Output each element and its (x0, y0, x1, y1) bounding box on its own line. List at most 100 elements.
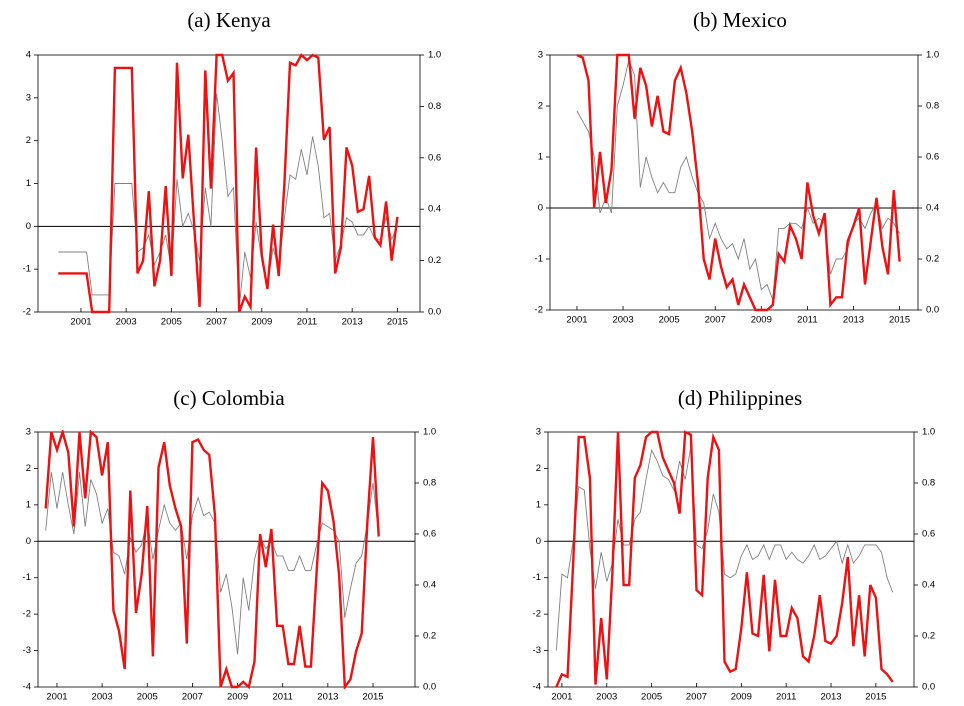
x-tick-label: 2005 (641, 692, 662, 703)
y-tick-label: 0 (538, 203, 543, 214)
y2-tick-label: 0.4 (423, 580, 436, 591)
x-tick-label: 2011 (797, 315, 817, 326)
y-tick-label: 2 (26, 135, 31, 146)
y-tick-label: 2 (538, 101, 543, 112)
panel-title: (b) Mexico (693, 8, 787, 32)
x-tick-label: 2005 (659, 315, 680, 326)
panel: (a) Kenya -2 -1 0 1 2 3 4 0.0 0.2 0.4 0.6 0.8 1.0 2001… (23, 8, 442, 328)
panel: (b) Mexico -2 -1 0 1 2 3 0.0 0.2 0.4 0.6 0.8 1.0 2001… (535, 8, 940, 326)
plot-frame (37, 431, 416, 688)
y2-tick-label: 0.8 (926, 101, 939, 112)
y2-tick-label: 0.0 (428, 307, 441, 318)
y-tick-label: 2 (26, 463, 31, 474)
y2-tick-label: 1.0 (926, 50, 939, 61)
y-tick-label: -1 (535, 254, 543, 265)
probability-line (555, 430, 894, 688)
x-tick-label: 2015 (362, 692, 383, 703)
y-tick-label: -2 (23, 609, 31, 620)
y-tick-label: -2 (533, 609, 541, 620)
y-tick-label: -3 (23, 645, 31, 656)
y-tick-label: 1 (536, 499, 541, 510)
x-tick-label: 2009 (251, 317, 272, 328)
x-tick-label: 2015 (387, 317, 408, 328)
x-tick-label: 2005 (161, 317, 182, 328)
y2-tick-label: 0.8 (423, 478, 436, 489)
y2-tick-label: 0.2 (926, 254, 939, 265)
x-tick-label: 2001 (566, 315, 587, 326)
x-tick-label: 2013 (820, 692, 841, 703)
y2-tick-label: 0.0 (926, 305, 939, 316)
x-tick-label: 2003 (612, 315, 633, 326)
x-tick-label: 2003 (596, 692, 617, 703)
y-tick-label: 1 (26, 178, 31, 189)
x-tick-label: 2015 (865, 692, 886, 703)
y-tick-label: -3 (533, 645, 541, 656)
panel: (d) Philippines -4 -3 -2 -1 0 1 2 3 0.0 0.2 0.4 0.6 0… (533, 386, 936, 703)
probability-line (576, 53, 901, 312)
y-tick-label: -1 (533, 572, 541, 583)
x-tick-label: 2013 (317, 692, 338, 703)
y2-tick-label: 0.0 (423, 682, 436, 693)
x-tick-label: 2011 (776, 692, 796, 703)
x-tick-label: 2009 (731, 692, 752, 703)
panel-title: (a) Kenya (187, 8, 271, 32)
y2-tick-label: 1.0 (423, 427, 436, 438)
panel-title: (d) Philippines (678, 386, 802, 410)
x-tick-label: 2003 (92, 692, 113, 703)
x-tick-label: 2001 (46, 692, 67, 703)
y-tick-label: -1 (23, 264, 31, 275)
y-tick-label: 4 (26, 50, 31, 61)
y-tick-label: -2 (23, 307, 31, 318)
x-tick-label: 2001 (551, 692, 572, 703)
plot-frame (37, 54, 421, 313)
x-tick-label: 2011 (297, 317, 317, 328)
x-tick-label: 2007 (182, 692, 203, 703)
panel: (c) Colombia -4 -3 -2 -1 0 1 2 3 0.0 0.2 0.4 0.6 0.8 1… (23, 386, 437, 703)
y-tick-label: 1 (26, 499, 31, 510)
x-tick-label: 2009 (751, 315, 772, 326)
y2-tick-label: 0.8 (922, 478, 935, 489)
x-tick-label: 2015 (889, 315, 910, 326)
plot-frame (547, 431, 915, 688)
x-tick-label: 2013 (342, 317, 363, 328)
x-tick-label: 2013 (843, 315, 864, 326)
indicator-line (576, 58, 900, 300)
y2-tick-label: 0.4 (922, 580, 935, 591)
y2-tick-label: 1.0 (428, 50, 441, 61)
x-tick-label: 2003 (116, 317, 137, 328)
y2-tick-label: 0.4 (428, 204, 441, 215)
y-tick-label: 0 (26, 221, 31, 232)
x-tick-label: 2011 (272, 692, 292, 703)
y2-tick-label: 1.0 (922, 427, 935, 438)
probability-line (44, 430, 380, 689)
y2-tick-label: 0.2 (922, 631, 935, 642)
plot-frame (549, 54, 919, 311)
y2-tick-label: 0.6 (423, 529, 436, 540)
y2-tick-label: 0.6 (922, 529, 935, 540)
y2-tick-label: 0.6 (926, 152, 939, 163)
x-tick-label: 2007 (686, 692, 707, 703)
y2-tick-label: 0.0 (922, 682, 935, 693)
y-tick-label: 3 (26, 427, 31, 438)
y-tick-label: 0 (26, 536, 31, 547)
x-tick-label: 2001 (70, 317, 91, 328)
y-tick-label: 3 (538, 50, 543, 61)
y-tick-label: 2 (536, 463, 541, 474)
y-tick-label: 1 (538, 152, 543, 163)
x-tick-label: 2009 (227, 692, 248, 703)
y2-tick-label: 0.6 (428, 152, 441, 163)
y-tick-label: -4 (533, 682, 541, 693)
y2-tick-label: 0.2 (428, 255, 441, 266)
x-tick-label: 2007 (705, 315, 726, 326)
y-tick-label: -1 (23, 572, 31, 583)
y-tick-label: 0 (536, 536, 541, 547)
y-tick-label: 3 (536, 427, 541, 438)
probability-line (58, 53, 399, 314)
y2-tick-label: 0.8 (428, 101, 441, 112)
y-tick-label: 3 (26, 92, 31, 103)
y2-tick-label: 0.4 (926, 203, 939, 214)
indicator-line (45, 472, 380, 655)
panel-title: (c) Colombia (173, 386, 285, 410)
x-tick-label: 2007 (206, 317, 227, 328)
